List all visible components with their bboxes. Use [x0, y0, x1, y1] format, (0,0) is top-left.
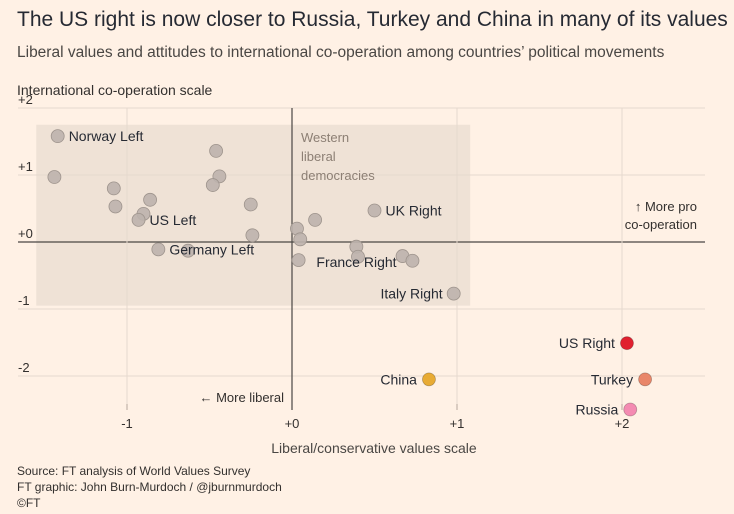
- point-label: Italy Right: [380, 286, 442, 302]
- point-label: US Left: [150, 212, 197, 228]
- chart-title: The US right is now closer to Russia, Tu…: [17, 8, 728, 31]
- x-tick-label: +2: [615, 416, 630, 431]
- data-point: [181, 243, 195, 258]
- data-point: [143, 192, 158, 207]
- point-label: France Right: [316, 254, 396, 270]
- data-point: [308, 212, 323, 227]
- axis-layer: +2 +1 +0 -1 -2 -1 +0 +1 +2 Liberal/conservative v…: [18, 92, 629, 456]
- copyright: ©FT: [17, 496, 41, 510]
- more-pro-annotation-line2: co-operation: [625, 217, 697, 232]
- point-label: US Right: [559, 335, 615, 351]
- chart-subtitle: Liberal values and attitudes to internat…: [17, 44, 665, 61]
- data-point: [245, 228, 260, 243]
- data-point: [367, 203, 382, 218]
- data-point: [47, 170, 62, 184]
- y-tick-label: +2: [18, 92, 33, 107]
- region-layer: [36, 124, 471, 306]
- label-layer: Western liberal democracies ← More liberal ↑…: [69, 128, 697, 417]
- point-label: Turkey: [591, 371, 633, 387]
- source-note: Source: FT analysis of World Values Surv…: [17, 464, 251, 478]
- region-label-line: liberal: [301, 149, 336, 164]
- western-democracies-region: [36, 124, 471, 306]
- data-point: [106, 181, 121, 196]
- data-point: [131, 212, 146, 227]
- point-label: Germany Left: [169, 241, 254, 257]
- x-axis-label: Liberal/conservative values scale: [271, 440, 477, 456]
- x-tick-label: +1: [450, 416, 465, 431]
- data-point: [351, 249, 365, 264]
- point-label: Norway Left: [69, 128, 144, 144]
- y-axis-label: International co-operation scale: [17, 82, 213, 98]
- x-tick-label: +0: [285, 416, 300, 431]
- region-label-line: democracies: [301, 168, 375, 183]
- point-label: Russia: [575, 402, 618, 418]
- data-point: [209, 143, 224, 158]
- data-point: [623, 402, 638, 417]
- data-point: [405, 253, 420, 268]
- data-point: [151, 242, 166, 257]
- data-point: [243, 197, 258, 212]
- y-tick-label: -2: [18, 360, 30, 375]
- data-point: [446, 286, 461, 301]
- graphic-credit: FT graphic: John Burn-Murdoch / @jburnmu…: [17, 480, 282, 494]
- more-pro-annotation-line1: ↑ More pro: [635, 199, 697, 214]
- y-tick-label: -1: [18, 293, 30, 308]
- data-point: [638, 372, 652, 387]
- point-label: China: [380, 371, 417, 387]
- point-layer: [47, 129, 652, 417]
- data-point: [620, 336, 634, 351]
- data-point: [422, 372, 436, 387]
- data-point: [108, 199, 123, 214]
- y-tick-label: +1: [18, 159, 33, 174]
- data-point: [291, 253, 306, 267]
- x-tick-label: -1: [121, 416, 133, 431]
- region-label-line: Western: [301, 130, 349, 145]
- y-tick-label: +0: [18, 226, 33, 241]
- data-point: [293, 232, 308, 247]
- more-liberal-annotation: ← More liberal: [199, 390, 284, 405]
- data-point: [205, 178, 220, 192]
- data-point: [50, 129, 65, 144]
- point-label: UK Right: [386, 203, 442, 219]
